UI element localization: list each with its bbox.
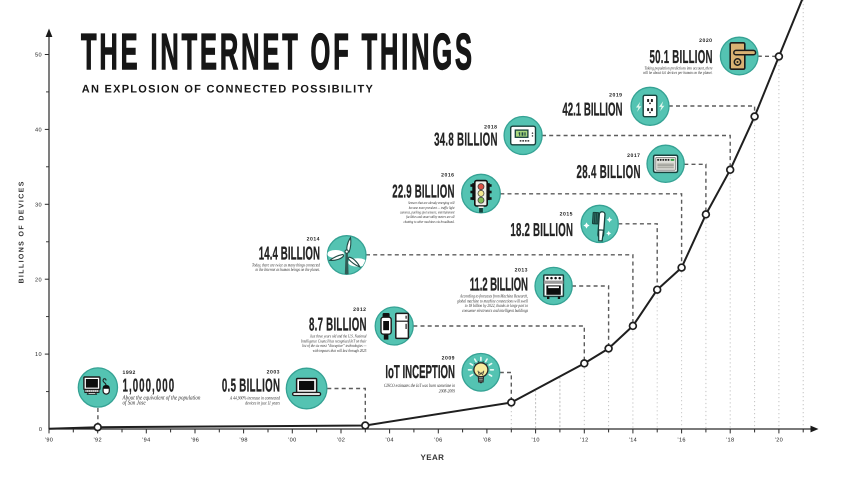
- svg-text:40: 40: [35, 128, 42, 134]
- svg-text:’04: ’04: [385, 437, 393, 443]
- svg-text:’08: ’08: [483, 437, 491, 443]
- svg-text:30: 30: [35, 202, 42, 208]
- svg-text:50.1 BILLION: 50.1 BILLION: [649, 46, 712, 67]
- svg-text:’20: ’20: [775, 437, 783, 443]
- svg-text:’92: ’92: [94, 437, 102, 443]
- svg-text:50: 50: [35, 53, 42, 59]
- svg-text:0.5 BILLION: 0.5 BILLION: [222, 374, 280, 395]
- svg-text:’10: ’10: [531, 437, 539, 443]
- svg-text:10: 10: [35, 352, 42, 358]
- svg-text:22.9 BILLION: 22.9 BILLION: [392, 181, 454, 202]
- svg-text:2012: 2012: [353, 307, 366, 313]
- svg-text:8.7 BILLION: 8.7 BILLION: [309, 314, 367, 335]
- svg-text:’96: ’96: [191, 437, 199, 443]
- svg-text:2020: 2020: [699, 38, 712, 44]
- svg-text:chatting to other machines via: chatting to other machines via broadband…: [403, 219, 454, 224]
- svg-text:YEAR: YEAR: [421, 453, 447, 462]
- svg-text:34.8 BILLION: 34.8 BILLION: [434, 128, 497, 149]
- svg-text:BILLIONS OF DEVICES: BILLIONS OF DEVICES: [19, 181, 26, 284]
- svg-text:AN EXPLOSION OF CONNECTED POSS: AN EXPLOSION OF CONNECTED POSSIBILITY: [82, 83, 375, 95]
- svg-text:18.2 BILLION: 18.2 BILLION: [510, 219, 573, 240]
- svg-text:’06: ’06: [434, 437, 442, 443]
- svg-text:will be about 6.6 devices per: will be about 6.6 devices per human on t…: [643, 70, 713, 75]
- svg-text:of San Jose: of San Jose: [122, 400, 145, 407]
- svg-text:1,000,000: 1,000,000: [123, 374, 175, 395]
- svg-text:0: 0: [39, 427, 42, 433]
- svg-text:11.2 BILLION: 11.2 BILLION: [470, 274, 528, 295]
- svg-text:IoT INCEPTION: IoT INCEPTION: [385, 361, 455, 382]
- svg-text:’14: ’14: [629, 437, 637, 443]
- svg-text:’90: ’90: [45, 437, 53, 443]
- svg-text:2008-2009: 2008-2009: [439, 388, 456, 394]
- svg-text:2013: 2013: [515, 267, 528, 273]
- svg-text:to the Internet as human being: to the Internet as human beings on the p…: [255, 267, 320, 273]
- svg-text:devices in just 11 years: devices in just 11 years: [245, 401, 280, 407]
- svg-text:2015: 2015: [560, 211, 573, 217]
- svg-text:’16: ’16: [677, 437, 685, 443]
- svg-text:28.4 BILLION: 28.4 BILLION: [576, 161, 640, 182]
- svg-text:’98: ’98: [239, 437, 247, 443]
- svg-text:2014: 2014: [307, 236, 320, 242]
- svg-text:’02: ’02: [337, 437, 345, 443]
- svg-text:’00: ’00: [288, 437, 296, 443]
- svg-text:’18: ’18: [726, 437, 734, 443]
- svg-text:14.4 BILLION: 14.4 BILLION: [259, 243, 320, 264]
- svg-text:2017: 2017: [627, 153, 640, 159]
- svg-text:CISCO estimates the IoT was bo: CISCO estimates the IoT was born sometim…: [384, 383, 455, 389]
- svg-text:20: 20: [35, 277, 42, 283]
- svg-text:’12: ’12: [580, 437, 588, 443]
- svg-text:’94: ’94: [142, 437, 150, 443]
- svg-text:with impacts that will last th: with impacts that will last through 2025: [313, 348, 367, 353]
- svg-text:2016: 2016: [441, 173, 454, 179]
- svg-text:42.1 BILLION: 42.1 BILLION: [562, 98, 622, 119]
- svg-text:consumer electronics and intel: consumer electronics and intelligent bui…: [462, 308, 528, 314]
